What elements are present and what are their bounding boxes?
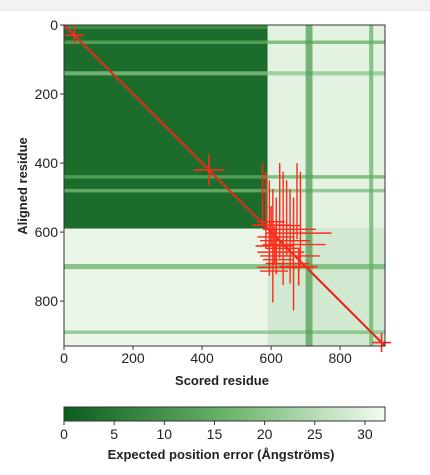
- colorbar-tick-label: 0: [60, 426, 68, 442]
- stripe-row: [64, 330, 385, 334]
- stripe-row: [64, 175, 385, 179]
- colorbar-label: Expected position error (Ångströms): [108, 447, 335, 462]
- colorbar: [63, 406, 386, 422]
- x-tick-label: 400: [190, 350, 214, 366]
- colorbar-tick-label: 15: [207, 426, 223, 442]
- x-tick-label: 0: [60, 350, 68, 366]
- colorbar-tick-label: 30: [357, 426, 373, 442]
- offdiag-block-upper: [267, 25, 385, 229]
- overlay-lines: [63, 24, 392, 353]
- x-tick-label: 200: [121, 350, 145, 366]
- stripe-col: [369, 25, 374, 346]
- colorbar-tick-label: 10: [157, 426, 173, 442]
- y-tick-label: 0: [50, 17, 58, 33]
- top-bar: [0, 0, 430, 11]
- y-axis-ticks: 0 200 400 600 800: [35, 17, 64, 309]
- stripe-row: [64, 25, 268, 30]
- plot-frame: [63, 24, 386, 347]
- stripe-row: [64, 71, 385, 76]
- colorbar-tick-label: 25: [307, 426, 323, 442]
- stripe-col: [305, 25, 313, 346]
- colorbar-tick-label: 5: [110, 426, 118, 442]
- y-tick-label: 400: [35, 155, 59, 171]
- y-tick-label: 800: [35, 293, 59, 309]
- y-tick-label: 600: [35, 224, 59, 240]
- stripe-row: [64, 40, 385, 44]
- offdiag-block-lower: [64, 228, 268, 346]
- stripe-row: [64, 188, 385, 193]
- stripe-row: [64, 264, 385, 270]
- y-axis-label: Aligned residue: [15, 137, 30, 235]
- x-tick-label: 600: [259, 350, 283, 366]
- colorbar-tick-label: 20: [257, 426, 273, 442]
- diagonal-core: [63, 24, 386, 347]
- colorbar-ticks: 0 5 10 15 20 25 30: [60, 421, 373, 442]
- x-axis-label: Scored residue: [175, 373, 269, 388]
- y-tick-label: 200: [35, 86, 59, 102]
- x-tick-label: 800: [328, 350, 352, 366]
- x-axis-ticks: 0 200 400 600 800: [60, 346, 352, 366]
